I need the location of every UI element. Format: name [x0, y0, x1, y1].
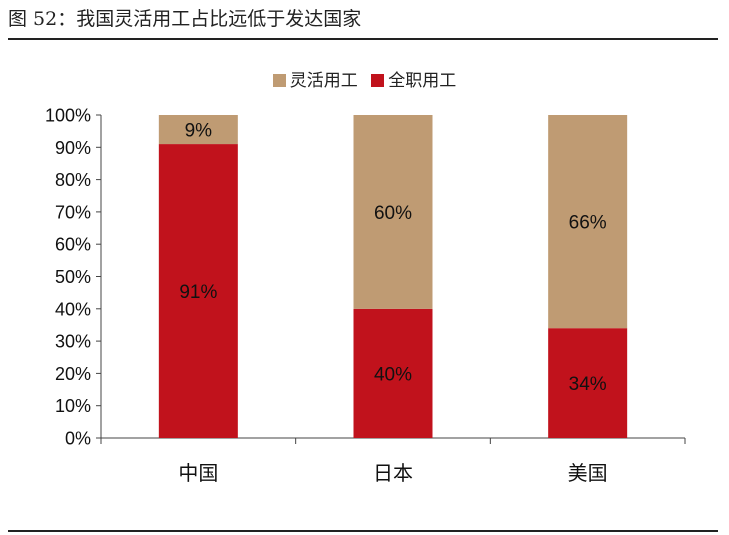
- x-category-label: 美国: [568, 462, 608, 485]
- top-rule: [8, 38, 718, 40]
- y-tick-label: 40%: [55, 299, 91, 319]
- x-category-label: 日本: [373, 462, 413, 485]
- x-category-label: 中国: [178, 462, 218, 485]
- y-tick-label: 70%: [55, 202, 91, 222]
- data-label: 9%: [185, 121, 213, 142]
- data-label: 91%: [179, 282, 217, 303]
- y-tick-label: 30%: [55, 332, 91, 352]
- legend-swatch-flexible: [272, 74, 286, 87]
- data-label: 66%: [569, 213, 607, 234]
- data-label: 34%: [569, 374, 607, 395]
- y-tick-label: 100%: [45, 106, 91, 126]
- y-tick-label: 60%: [55, 235, 91, 255]
- legend-label-flexible: 灵活用工: [289, 71, 358, 91]
- y-tick-label: 80%: [55, 170, 91, 190]
- data-label: 60%: [374, 203, 412, 224]
- y-tick-label: 50%: [55, 267, 91, 287]
- y-tick-label: 20%: [55, 364, 91, 384]
- bar-segment-flexible: [158, 115, 238, 145]
- bar-segment-fulltime: [548, 328, 628, 438]
- legend-swatch-fulltime: [371, 74, 385, 87]
- legend-item-flexible: 灵活用工: [272, 66, 358, 91]
- legend-label-fulltime: 全职用工: [388, 71, 457, 91]
- legend: 灵活用工 全职用工: [0, 66, 729, 91]
- bar-segment-flexible: [548, 115, 628, 329]
- y-tick-label: 0%: [65, 429, 91, 449]
- legend-item-fulltime: 全职用工: [371, 66, 456, 91]
- y-tick-label: 10%: [55, 396, 91, 416]
- bar-segment-fulltime: [353, 308, 433, 438]
- bar-segment-flexible: [353, 115, 433, 309]
- figure-title: 图 52：我国灵活用工占比远低于发达国家: [8, 8, 362, 30]
- bar-segment-fulltime: [158, 144, 238, 438]
- bottom-rule: [8, 530, 718, 532]
- data-label: 40%: [374, 364, 412, 385]
- y-tick-label: 90%: [55, 138, 91, 158]
